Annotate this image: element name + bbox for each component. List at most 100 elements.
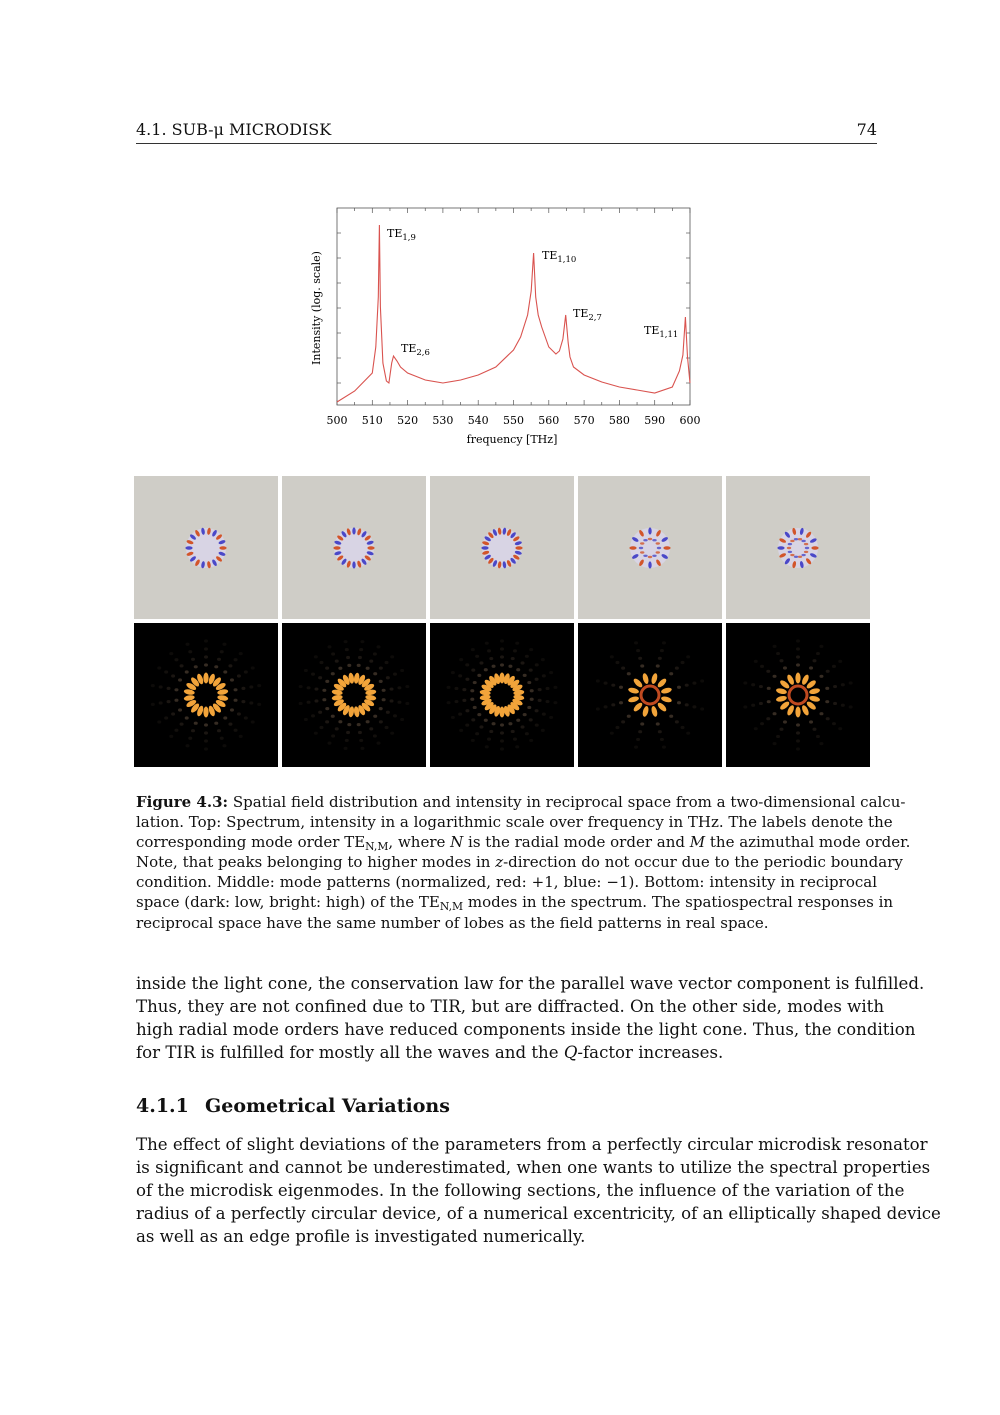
field-lobe — [366, 551, 374, 556]
sidelobe — [223, 670, 228, 674]
intensity-lobe — [657, 702, 667, 712]
x-tick-label: 550 — [503, 414, 524, 427]
sidelobe — [193, 665, 198, 669]
text-line: Note, that peaks belonging to higher mod… — [136, 852, 903, 872]
sidelobe — [520, 725, 525, 729]
sidelobe — [483, 718, 488, 722]
sidelobe — [298, 701, 303, 706]
sidelobe — [465, 677, 470, 681]
sidelobe — [157, 720, 162, 724]
sidelobe — [796, 639, 800, 643]
text-segment: N,M — [439, 900, 464, 914]
sidelobe — [603, 705, 608, 709]
text-line: inside the light cone, the conservation … — [136, 973, 924, 996]
sidelobe — [318, 710, 323, 714]
sidelobe — [179, 664, 184, 668]
sidelobe — [233, 728, 238, 732]
sidelobe — [609, 655, 614, 659]
intensity-lobe — [795, 706, 801, 718]
reciprocal-intensity-panel — [282, 623, 426, 767]
intensity-lobe — [657, 678, 667, 688]
sidelobe — [510, 656, 515, 661]
sidelobe — [184, 670, 189, 674]
intensity-lobe — [806, 680, 816, 689]
intensity-lobe — [513, 694, 525, 701]
field-lobe — [219, 546, 227, 550]
field-lobe — [639, 559, 644, 566]
sidelobe — [150, 684, 155, 688]
sidelobe — [636, 737, 641, 742]
intensity-lobe — [183, 695, 195, 701]
field-lobe-inner — [790, 553, 795, 557]
field-lobe-inner — [638, 546, 644, 550]
reciprocal-intensity-panel — [578, 623, 722, 767]
text-line: corresponding mode order TEN,M, where N … — [136, 832, 910, 852]
sidelobe — [459, 658, 464, 662]
intensity-lobe — [809, 695, 820, 702]
sidelobe — [766, 669, 771, 673]
sidelobe — [838, 659, 843, 663]
sidelobe — [772, 674, 777, 678]
intensity-lobe — [186, 682, 197, 691]
text-segment: inside the light cone, the conservation … — [136, 974, 925, 993]
sidelobe — [311, 672, 316, 676]
disk — [630, 528, 670, 568]
sidelobe — [838, 727, 843, 731]
field-lobe — [195, 530, 200, 537]
sidelobe — [540, 658, 545, 662]
field-lobe — [367, 546, 375, 550]
text-segment: N — [450, 833, 464, 852]
sidelobe — [405, 684, 410, 689]
text-segment: , where — [388, 833, 451, 852]
field-lobe — [779, 538, 787, 543]
sidelobe — [661, 745, 666, 749]
peak-label-mode: TE — [387, 227, 402, 240]
intensity-lobe — [499, 706, 505, 718]
sidelobe — [529, 647, 534, 652]
sidelobe — [751, 683, 756, 687]
text-line: for TIR is fulfilled for mostly all the … — [136, 1042, 877, 1065]
text-segment: M — [689, 833, 706, 852]
intensity-lobe — [342, 674, 350, 685]
peak-label-index: 1,11 — [659, 330, 678, 340]
sidelobe — [330, 672, 335, 676]
sidelobe — [508, 664, 513, 668]
sidelobe — [831, 722, 836, 726]
field-lobe-inner — [803, 542, 809, 546]
sidelobe — [489, 729, 494, 734]
intensity-lobe — [191, 703, 200, 713]
sidelobe — [164, 670, 169, 674]
sidelobe — [178, 678, 183, 682]
sidelobe — [700, 679, 705, 683]
sidelobe — [537, 698, 542, 703]
sidelobe — [615, 725, 620, 730]
intensity-lobe — [512, 684, 523, 692]
sidelobe — [626, 714, 631, 718]
sidelobe — [636, 648, 641, 653]
sidelobe — [772, 742, 777, 746]
text-segment: The effect of slight deviations of the p… — [136, 1135, 928, 1154]
sidelobe — [529, 689, 534, 693]
field-lobe — [337, 555, 344, 561]
disk — [186, 528, 226, 568]
sidelobe — [815, 734, 820, 739]
sidelobe — [782, 666, 787, 670]
field-lobe — [492, 529, 498, 536]
sidelobe — [657, 730, 662, 734]
sidelobe — [459, 728, 464, 732]
intensity-lobe — [633, 678, 643, 688]
sidelobe — [306, 700, 311, 704]
sidelobe — [796, 723, 800, 727]
x-tick-label: 530 — [432, 414, 453, 427]
x-tick-label: 580 — [609, 414, 630, 427]
field-lobe — [809, 553, 817, 558]
sidelobe — [669, 714, 674, 718]
sidelobe — [524, 732, 529, 736]
body-paragraph: The effect of slight deviations of the p… — [136, 1134, 941, 1249]
x-tick-label: 600 — [680, 414, 701, 427]
field-lobe — [514, 541, 522, 546]
sidelobe — [228, 664, 233, 668]
sidelobe — [545, 699, 550, 704]
sidelobe — [169, 734, 174, 738]
sidelobe — [470, 689, 475, 693]
